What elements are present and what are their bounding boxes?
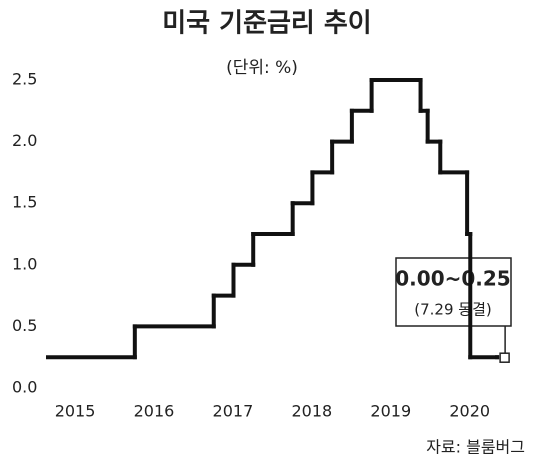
y-tick-label: 0.0 [12, 378, 37, 397]
chart-subtitle: (단위: %) [226, 58, 298, 78]
source: 자료: 블룸버그 [426, 438, 525, 457]
y-tick-label: 1.0 [12, 254, 37, 273]
y-tick-label: 0.5 [12, 316, 37, 335]
end-marker [499, 352, 510, 363]
chart-title: 미국 기준금리 추이 [162, 9, 371, 39]
x-tick-label: 2017 [213, 402, 254, 421]
x-tick-label: 2015 [55, 402, 96, 421]
y-tick-label: 2.5 [12, 70, 37, 89]
x-tick-label: 2018 [291, 402, 332, 421]
annotation-note: (7.29 동결) [414, 301, 491, 319]
y-tick-label: 1.5 [12, 193, 37, 212]
x-tick-label: 2016 [134, 402, 175, 421]
annotation-label: 0.00~0.25 [395, 267, 510, 291]
x-tick-label: 2019 [370, 402, 411, 421]
y-tick-label: 2.0 [12, 131, 37, 150]
annotation-box [395, 257, 512, 327]
x-tick-label: 2020 [449, 402, 490, 421]
